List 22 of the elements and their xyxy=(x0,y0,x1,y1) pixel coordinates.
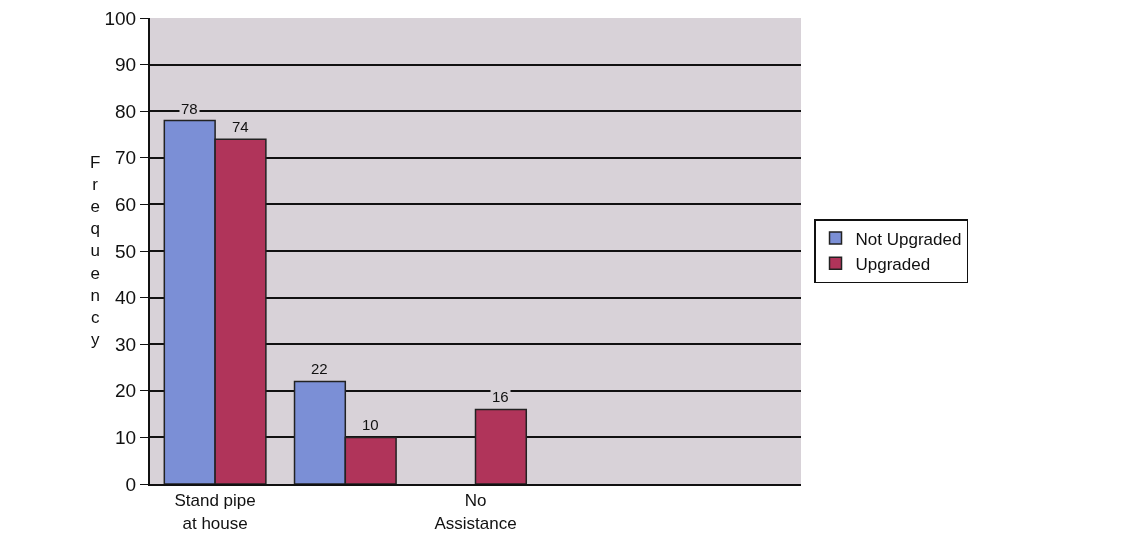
y-tick-label: 20 xyxy=(115,380,137,402)
y-tick-label: 90 xyxy=(115,54,137,76)
y-tick-label: 70 xyxy=(115,147,137,169)
x-tick-label: No Assistance xyxy=(434,491,517,533)
y-tick-label: 0 xyxy=(125,473,137,495)
y-tick-label: 10 xyxy=(115,427,137,449)
text: Frequency xyxy=(90,153,101,349)
data-label: 16 xyxy=(492,388,509,405)
y-tick-label: 30 xyxy=(115,333,137,355)
data-label: 78 xyxy=(181,100,198,117)
data-label: 10 xyxy=(362,416,379,433)
legend-label: Upgraded xyxy=(855,254,931,274)
x-tick-label: Stand pipe at house xyxy=(174,491,256,533)
bar xyxy=(474,408,528,484)
data-label: 22 xyxy=(311,360,328,377)
y-tick-label: 60 xyxy=(115,194,137,216)
y-tick-label: 100 xyxy=(104,7,137,29)
data-label: 74 xyxy=(232,118,249,135)
y-tick-label: 50 xyxy=(115,240,137,262)
y-tick-label: 40 xyxy=(115,287,137,309)
legend-label: Not Upgraded xyxy=(855,229,962,249)
y-tick-label: 80 xyxy=(115,100,137,122)
